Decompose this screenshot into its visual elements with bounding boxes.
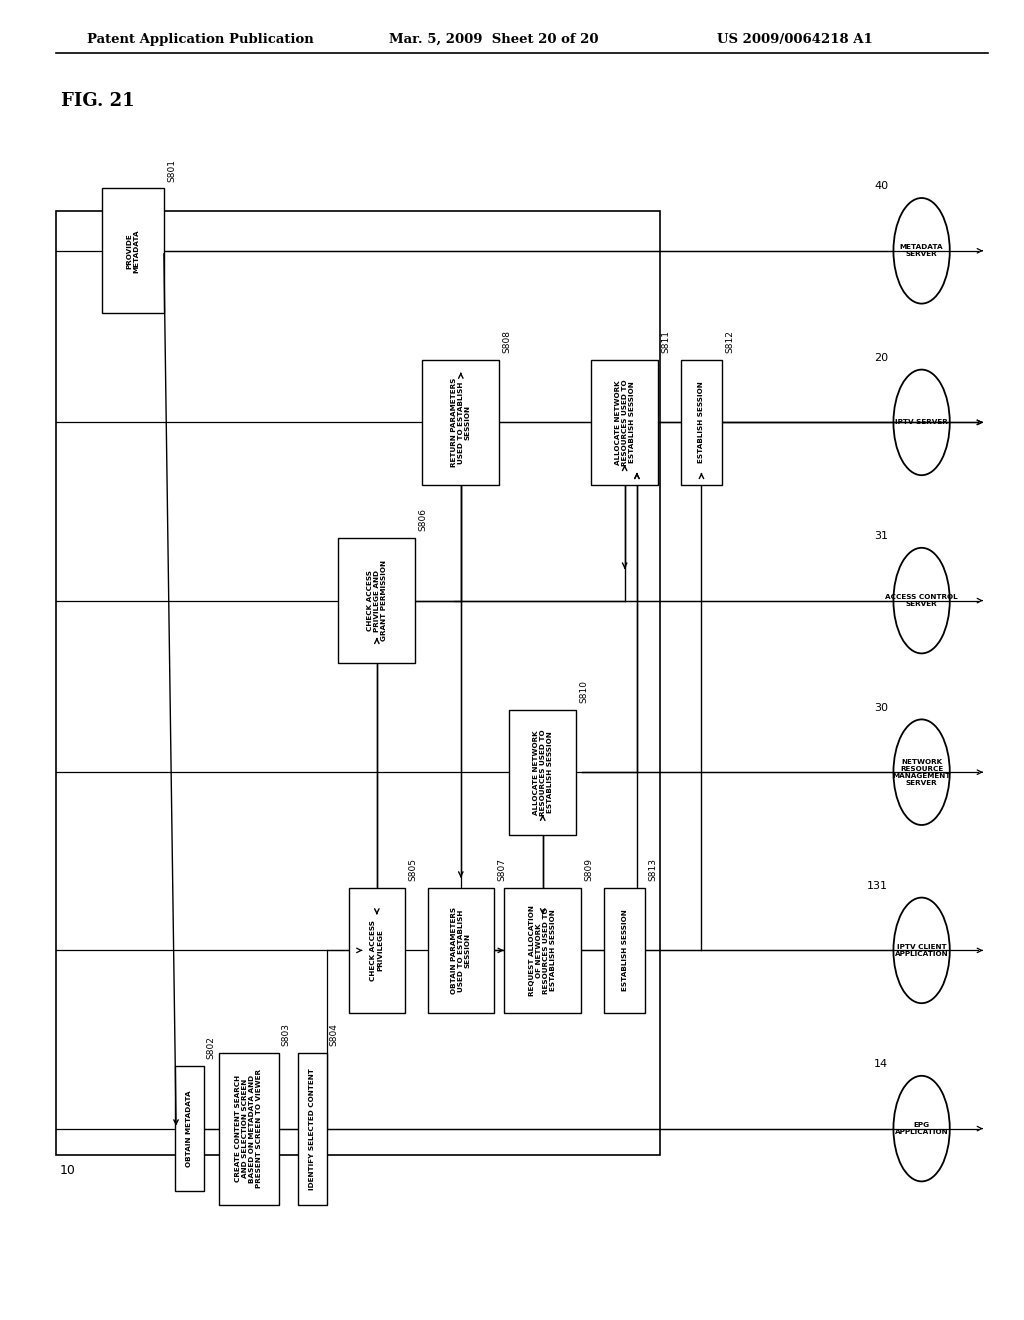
Text: 10: 10 [59, 1164, 76, 1177]
FancyBboxPatch shape [102, 187, 164, 313]
Text: S801: S801 [167, 158, 176, 181]
Text: ESTABLISH SESSION: ESTABLISH SESSION [622, 909, 628, 991]
FancyBboxPatch shape [348, 887, 404, 1014]
FancyBboxPatch shape [219, 1053, 279, 1204]
Text: CHECK ACCESS
PRIVILEGE AND
GRANT PERMISSION: CHECK ACCESS PRIVILEGE AND GRANT PERMISS… [367, 560, 387, 642]
FancyBboxPatch shape [510, 710, 575, 836]
FancyBboxPatch shape [428, 887, 494, 1014]
FancyBboxPatch shape [505, 887, 582, 1014]
Text: ACCESS CONTROL
SERVER: ACCESS CONTROL SERVER [886, 594, 957, 607]
Text: 31: 31 [874, 531, 889, 541]
Text: IDENTIFY SELECTED CONTENT: IDENTIFY SELECTED CONTENT [309, 1068, 315, 1189]
FancyBboxPatch shape [681, 359, 722, 484]
Text: ALLOCATE NETWORK
RESOURCES USED TO
ESTABLISH SESSION: ALLOCATE NETWORK RESOURCES USED TO ESTAB… [532, 729, 553, 816]
FancyBboxPatch shape [338, 539, 416, 663]
Text: S807: S807 [498, 858, 506, 882]
Text: OBTAIN PARAMETERS
USED TO ESTABLISH
SESSION: OBTAIN PARAMETERS USED TO ESTABLISH SESS… [451, 907, 471, 994]
Bar [56, 211, 660, 1155]
Text: IPTV SERVER: IPTV SERVER [895, 420, 948, 425]
Text: NETWORK
RESOURCE
MANAGEMENT
SERVER: NETWORK RESOURCE MANAGEMENT SERVER [892, 759, 951, 785]
Text: S812: S812 [725, 330, 734, 352]
Text: 40: 40 [874, 181, 889, 191]
Text: 14: 14 [874, 1059, 889, 1069]
Text: OBTAIN METADATA: OBTAIN METADATA [186, 1090, 193, 1167]
FancyBboxPatch shape [175, 1067, 204, 1191]
Text: S806: S806 [418, 508, 427, 531]
Text: S802: S802 [207, 1036, 216, 1059]
Text: REQUEST ALLOCATION
OF NETWORK
RESOURCES USED TO
ESTABLISH SESSION: REQUEST ALLOCATION OF NETWORK RESOURCES … [529, 906, 556, 995]
FancyBboxPatch shape [592, 359, 658, 484]
Text: FIG. 21: FIG. 21 [61, 92, 135, 111]
Text: US 2009/0064218 A1: US 2009/0064218 A1 [717, 33, 872, 46]
Text: ESTABLISH SESSION: ESTABLISH SESSION [698, 381, 705, 463]
Text: 20: 20 [874, 352, 889, 363]
Text: S804: S804 [330, 1023, 339, 1045]
Text: Mar. 5, 2009  Sheet 20 of 20: Mar. 5, 2009 Sheet 20 of 20 [389, 33, 599, 46]
Text: S809: S809 [584, 858, 593, 882]
Text: S805: S805 [408, 858, 417, 882]
FancyBboxPatch shape [604, 887, 645, 1014]
FancyBboxPatch shape [423, 359, 500, 484]
Text: S808: S808 [502, 330, 511, 352]
Text: METADATA
SERVER: METADATA SERVER [900, 244, 943, 257]
Text: IPTV CLIENT
APPLICATION: IPTV CLIENT APPLICATION [895, 944, 948, 957]
Text: 30: 30 [874, 702, 889, 713]
Text: Patent Application Publication: Patent Application Publication [87, 33, 313, 46]
Text: S811: S811 [662, 330, 670, 352]
Text: EPG
APPLICATION: EPG APPLICATION [895, 1122, 948, 1135]
Text: RETURN PARAMETERS
USED TO ESTABLISH
SESSION: RETURN PARAMETERS USED TO ESTABLISH SESS… [451, 378, 471, 467]
Text: S803: S803 [282, 1023, 291, 1045]
Text: ALLOCATE NETWORK
RESOURCES USED TO
ESTABLISH SESSION: ALLOCATE NETWORK RESOURCES USED TO ESTAB… [614, 379, 635, 466]
Text: S810: S810 [580, 680, 588, 704]
Text: S813: S813 [648, 858, 657, 882]
Text: 131: 131 [867, 880, 889, 891]
Text: CHECK ACCESS
PRIVILEGE: CHECK ACCESS PRIVILEGE [371, 920, 383, 981]
FancyBboxPatch shape [298, 1053, 327, 1204]
Text: CREATE CONTENT SEARCH
AND SELECTION SCREEN
BASED ON METADATA AND
PRESENT SCREEN : CREATE CONTENT SEARCH AND SELECTION SCRE… [236, 1069, 262, 1188]
Text: PROVIDE
METADATA: PROVIDE METADATA [127, 228, 139, 273]
